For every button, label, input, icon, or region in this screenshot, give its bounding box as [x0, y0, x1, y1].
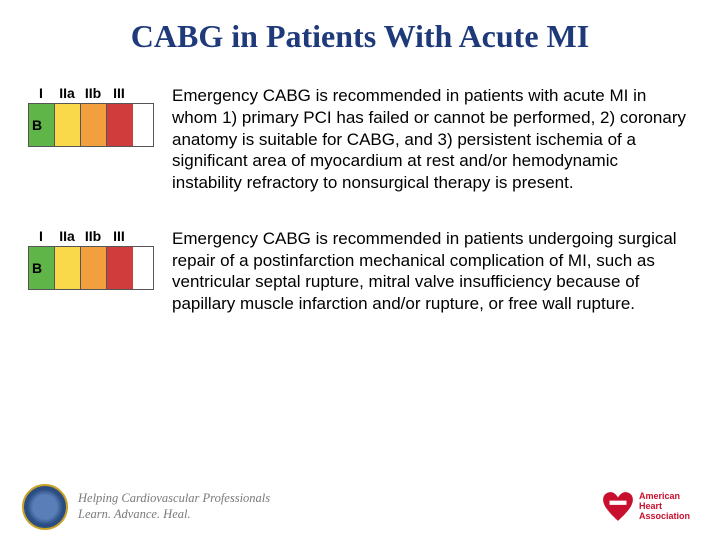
class-header: I IIa IIb III — [28, 85, 154, 101]
class-segment-i: B — [29, 247, 55, 289]
evidence-class-box: I IIa IIb III B — [28, 228, 154, 290]
class-label: III — [106, 228, 132, 244]
class-strip: B — [28, 246, 154, 290]
class-header: I IIa IIb III — [28, 228, 154, 244]
recommendation-row: I IIa IIb III B Emergency CABG is recomm… — [28, 228, 692, 315]
class-segment-iii — [107, 247, 133, 289]
class-label: III — [106, 85, 132, 101]
class-label: IIa — [54, 85, 80, 101]
acc-seal-icon — [22, 484, 68, 530]
recommendation-text: Emergency CABG is recommended in patient… — [154, 85, 692, 194]
class-strip: B — [28, 103, 154, 147]
class-label: I — [28, 85, 54, 101]
class-segment-iii — [107, 104, 133, 146]
class-segment-iib — [81, 104, 107, 146]
class-segment-i: B — [29, 104, 55, 146]
tagline-line2: Learn. Advance. Heal. — [78, 507, 270, 523]
footer: Helping Cardiovascular Professionals Lea… — [0, 484, 720, 530]
footer-left: Helping Cardiovascular Professionals Lea… — [22, 484, 270, 530]
evidence-badge: B — [32, 117, 42, 133]
footer-tagline: Helping Cardiovascular Professionals Lea… — [78, 491, 270, 522]
class-segment-iia — [55, 247, 81, 289]
content-area: I IIa IIb III B Emergency CABG is recomm… — [0, 55, 720, 315]
recommendation-text: Emergency CABG is recommended in patient… — [154, 228, 692, 315]
evidence-badge: B — [32, 260, 42, 276]
class-segment-iia — [55, 104, 81, 146]
class-label: I — [28, 228, 54, 244]
aha-text: American Heart Association — [639, 492, 690, 522]
class-segment-iib — [81, 247, 107, 289]
heart-icon — [601, 490, 635, 524]
evidence-class-box: I IIa IIb III B — [28, 85, 154, 147]
tagline-line1: Helping Cardiovascular Professionals — [78, 491, 270, 507]
aha-logo: American Heart Association — [601, 490, 690, 524]
class-label: IIa — [54, 228, 80, 244]
recommendation-row: I IIa IIb III B Emergency CABG is recomm… — [28, 85, 692, 194]
class-label: IIb — [80, 228, 106, 244]
slide-title: CABG in Patients With Acute MI — [0, 0, 720, 55]
aha-line3: Association — [639, 512, 690, 522]
class-label: IIb — [80, 85, 106, 101]
